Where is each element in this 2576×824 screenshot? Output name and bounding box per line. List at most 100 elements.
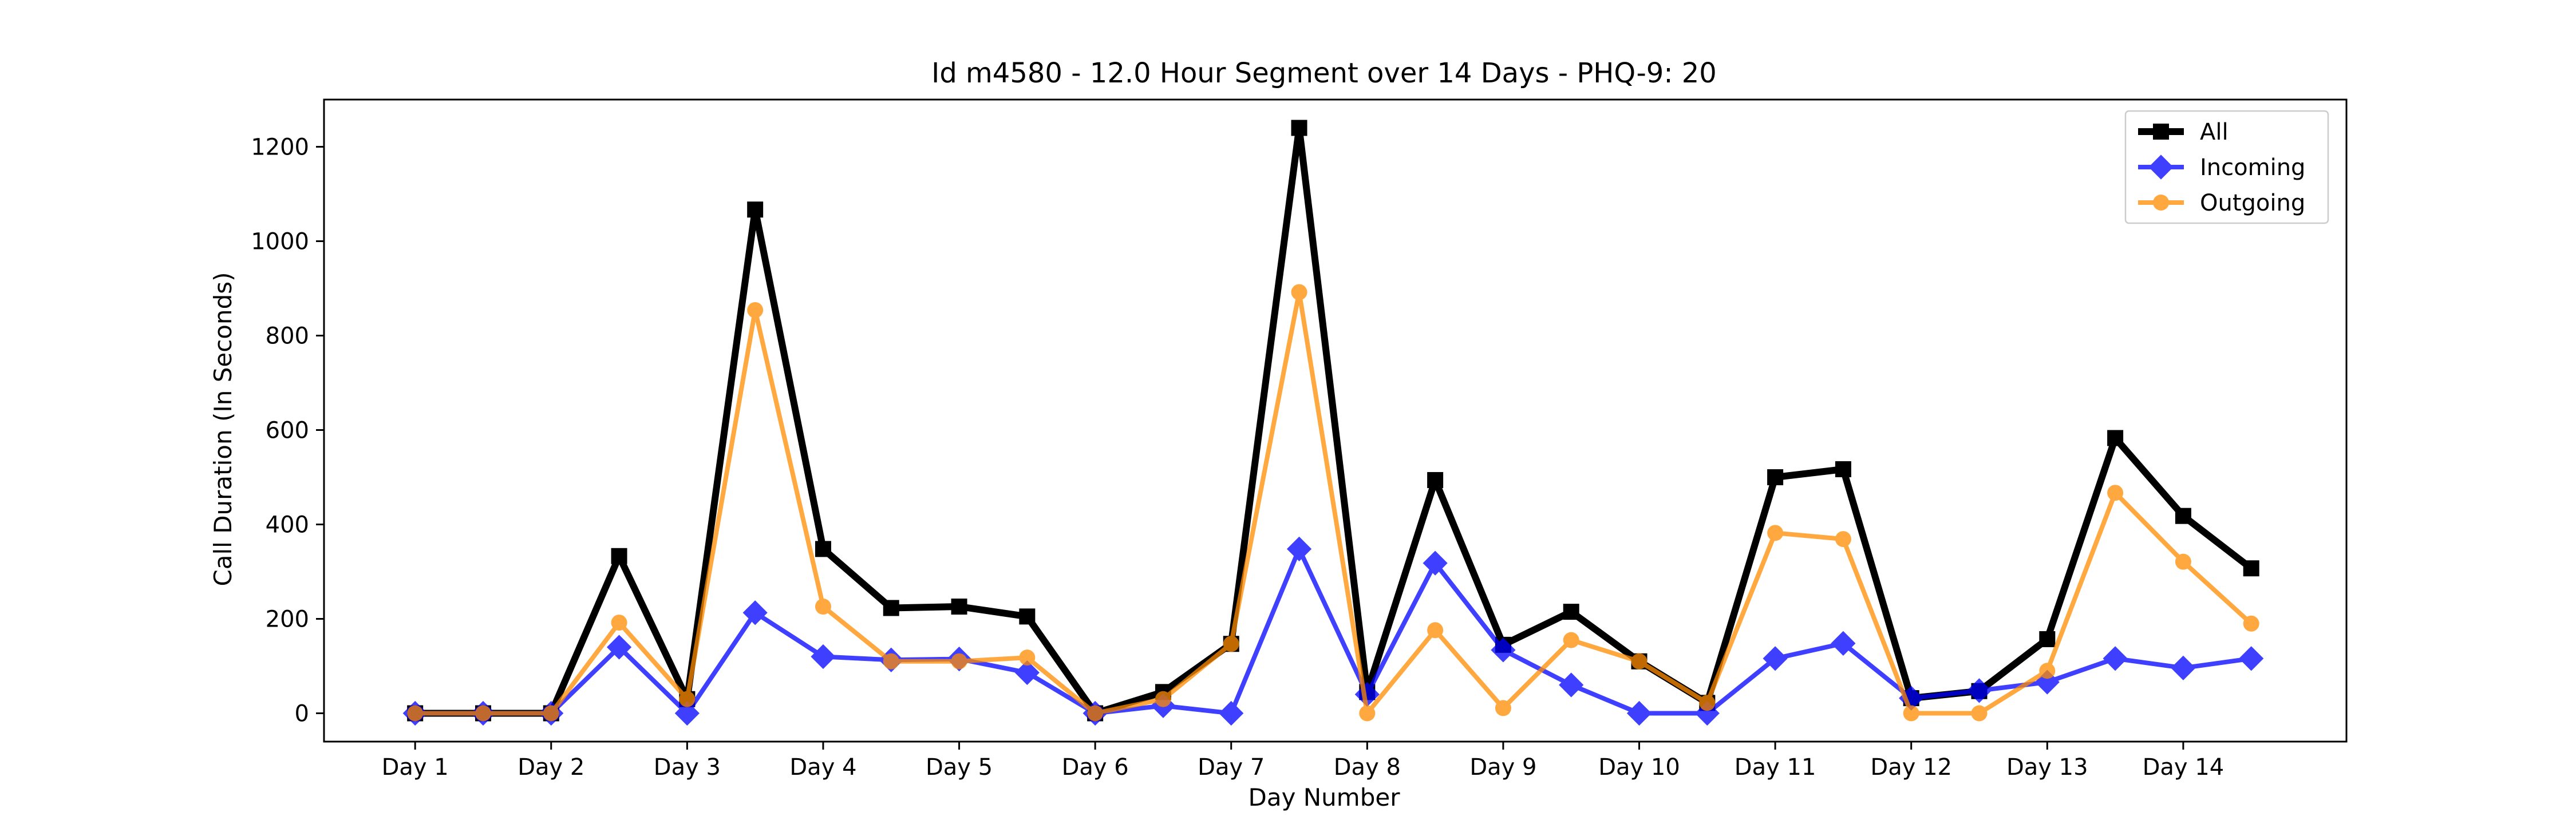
y-axis-label: Call Duration (In Seconds) bbox=[209, 272, 237, 586]
legend-marker-incoming bbox=[2148, 154, 2174, 180]
y-tick-label: 1000 bbox=[251, 229, 309, 255]
data-point-all bbox=[1767, 469, 1784, 485]
data-point-all bbox=[2107, 430, 2124, 446]
x-tick-label: Day 12 bbox=[1870, 754, 1952, 781]
data-point-incoming bbox=[1286, 536, 1312, 561]
data-point-incoming bbox=[2239, 646, 2264, 671]
data-point-outgoing bbox=[543, 705, 559, 722]
data-point-outgoing bbox=[1291, 284, 1307, 300]
data-point-incoming bbox=[1966, 678, 1992, 703]
data-point-incoming bbox=[2171, 655, 2196, 680]
data-point-outgoing bbox=[1971, 705, 1988, 722]
data-point-all bbox=[1019, 608, 1036, 625]
data-point-incoming bbox=[1354, 682, 1380, 707]
data-point-outgoing bbox=[951, 653, 967, 670]
data-point-outgoing bbox=[2107, 485, 2124, 501]
y-tick-label: 200 bbox=[266, 607, 309, 633]
x-tick-label: Day 3 bbox=[654, 754, 721, 781]
data-point-incoming bbox=[2103, 646, 2128, 671]
data-point-all bbox=[1835, 461, 1851, 477]
data-point-incoming bbox=[1626, 700, 1652, 726]
x-tick-label: Day 9 bbox=[1469, 754, 1536, 781]
data-point-outgoing bbox=[1087, 705, 1104, 722]
legend-item-outgoing bbox=[2138, 195, 2184, 211]
legend-box bbox=[2124, 110, 2329, 224]
data-point-all bbox=[1291, 120, 1307, 136]
data-point-incoming bbox=[1559, 672, 1584, 698]
y-tick-label: 600 bbox=[266, 418, 309, 444]
x-tick-label: Day 2 bbox=[517, 754, 584, 781]
x-tick-label: Day 10 bbox=[1598, 754, 1680, 781]
data-point-outgoing bbox=[1699, 695, 1716, 711]
axes-frame bbox=[323, 98, 2348, 743]
data-point-outgoing bbox=[883, 653, 899, 670]
data-point-outgoing bbox=[1359, 705, 1376, 722]
data-point-outgoing bbox=[1903, 705, 1919, 722]
data-point-incoming bbox=[742, 600, 768, 625]
data-point-all bbox=[2175, 508, 2191, 524]
data-point-incoming bbox=[811, 644, 836, 670]
legend-label-outgoing: Outgoing bbox=[2200, 190, 2305, 216]
y-tick-label: 400 bbox=[266, 512, 309, 538]
y-tick-label: 800 bbox=[266, 323, 309, 350]
x-axis: Day 1 Day 2 Day 3 Day 4 Day 5 Day 6 Day 7 Day 8… bbox=[382, 742, 2224, 781]
series-line-incoming bbox=[415, 546, 2252, 716]
data-point-outgoing bbox=[1631, 653, 1647, 670]
data-point-outgoing bbox=[1495, 700, 1511, 716]
data-point-outgoing bbox=[407, 705, 424, 722]
data-point-outgoing bbox=[2175, 553, 2191, 570]
legend: All Incoming Outgoing bbox=[2124, 110, 2329, 224]
data-point-all bbox=[611, 548, 627, 564]
data-point-outgoing bbox=[611, 615, 627, 631]
data-point-outgoing bbox=[2243, 615, 2259, 632]
data-point-all bbox=[1427, 472, 1444, 488]
data-point-incoming bbox=[674, 700, 700, 726]
x-tick-label: Day 6 bbox=[1062, 754, 1129, 781]
data-point-incoming bbox=[1831, 631, 1856, 656]
data-point-incoming bbox=[606, 635, 632, 660]
data-point-outgoing bbox=[1155, 691, 1171, 707]
chart-title: Id m4580 - 12.0 Hour Segment over 14 Day… bbox=[931, 57, 1717, 89]
data-point-outgoing bbox=[1563, 632, 1579, 648]
data-point-outgoing bbox=[2039, 663, 2056, 679]
y-axis: 0 200 400 600 800 1000 1200 bbox=[251, 134, 324, 727]
y-tick-label: 0 bbox=[295, 701, 309, 727]
data-point-all bbox=[883, 600, 899, 616]
data-point-all bbox=[747, 201, 764, 218]
series-outgoing bbox=[407, 284, 2259, 722]
data-point-outgoing bbox=[1835, 531, 1851, 548]
data-point-all bbox=[951, 599, 967, 615]
data-point-all bbox=[815, 541, 831, 557]
data-point-outgoing bbox=[1223, 636, 1239, 652]
legend-label-incoming: Incoming bbox=[2200, 154, 2305, 181]
legend-marker-all bbox=[2153, 124, 2169, 140]
legend-item-incoming bbox=[2138, 154, 2184, 180]
data-point-outgoing bbox=[1019, 649, 1036, 666]
series-all bbox=[407, 120, 2259, 722]
data-point-incoming bbox=[1014, 660, 1040, 686]
series-line-outgoing bbox=[415, 290, 2253, 716]
data-point-outgoing bbox=[1767, 525, 1784, 541]
legend-marker-outgoing bbox=[2153, 195, 2169, 211]
x-tick-label: Day 8 bbox=[1334, 754, 1401, 781]
x-tick-label: Day 1 bbox=[382, 754, 449, 781]
data-point-outgoing bbox=[679, 691, 696, 707]
x-tick-label: Day 4 bbox=[789, 754, 856, 781]
data-point-outgoing bbox=[475, 705, 491, 722]
legend-label-all: All bbox=[2200, 119, 2229, 145]
data-point-incoming bbox=[1491, 637, 1516, 663]
data-point-all bbox=[2039, 631, 2056, 647]
data-point-outgoing bbox=[815, 599, 831, 615]
data-point-incoming bbox=[1423, 550, 1448, 576]
legend-item-all bbox=[2138, 124, 2184, 140]
data-point-all bbox=[2243, 560, 2259, 577]
data-point-outgoing bbox=[747, 302, 764, 318]
data-point-all bbox=[1563, 604, 1579, 620]
x-axis-label: Day Number bbox=[1248, 783, 1400, 811]
data-point-incoming bbox=[1219, 700, 1244, 726]
data-point-outgoing bbox=[1427, 622, 1444, 639]
x-tick-label: Day 5 bbox=[926, 754, 993, 781]
